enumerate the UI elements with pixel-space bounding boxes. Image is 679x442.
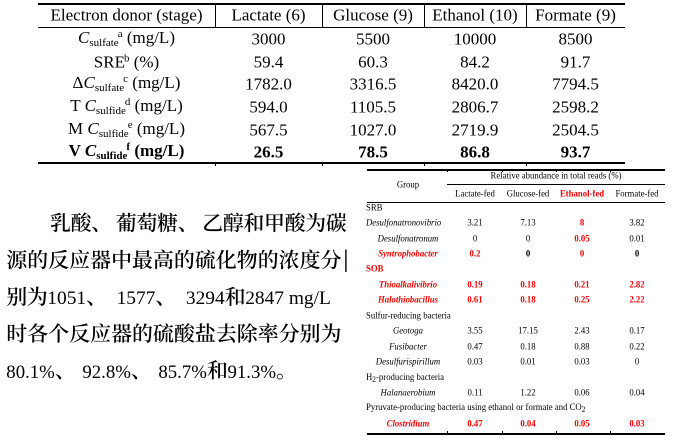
svg-text:91.3%: 91.3% xyxy=(228,362,277,383)
svg-text:80.1%: 80.1% xyxy=(6,362,55,383)
svg-text:1051: 1051 xyxy=(47,288,86,309)
svg-text:1577: 1577 xyxy=(117,288,156,309)
svg-text:2847 mg/L: 2847 mg/L xyxy=(245,288,331,309)
svg-text:92.8%: 92.8% xyxy=(82,362,131,383)
svg-text:85.7%: 85.7% xyxy=(158,362,207,383)
svg-text:3294: 3294 xyxy=(186,288,225,309)
